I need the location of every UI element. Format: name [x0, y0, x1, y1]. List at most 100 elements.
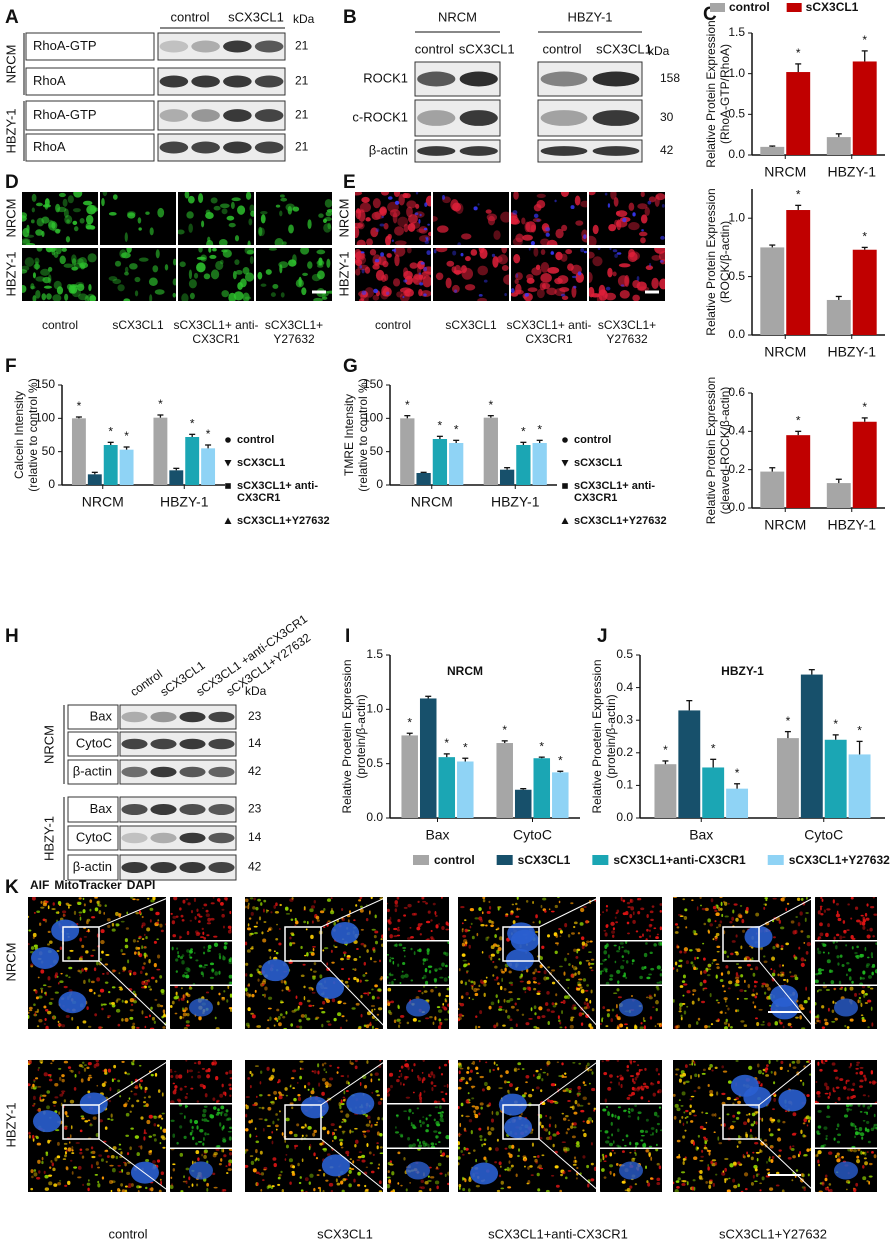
cell-signal [256, 1182, 259, 1186]
cell-signal [778, 919, 782, 924]
cell-signal [676, 944, 679, 949]
cell-signal [509, 1083, 513, 1088]
cell-signal [93, 991, 96, 995]
cell-signal [764, 1067, 769, 1071]
cell-signal [478, 916, 483, 921]
cell-signal [645, 1149, 649, 1153]
cell-signal [355, 259, 363, 267]
cell-signal [544, 910, 547, 913]
bar [826, 137, 851, 155]
cell-signal [203, 1149, 208, 1154]
cell-signal [261, 931, 264, 935]
cell-signal [267, 996, 273, 1000]
cell-signal [222, 1188, 227, 1192]
cell-signal [188, 986, 193, 990]
cell-signal [51, 1162, 54, 1167]
cell-signal [257, 898, 261, 902]
cell-signal [732, 1178, 736, 1183]
cell-signal [419, 1186, 422, 1189]
cell-signal [357, 1027, 362, 1029]
cell-signal [563, 971, 566, 976]
cell-signal [504, 967, 507, 972]
cell-signal [56, 286, 64, 295]
cell-signal [53, 1183, 58, 1187]
cell-signal [249, 973, 253, 978]
cell-signal [416, 1107, 420, 1110]
cell-signal [750, 1156, 754, 1161]
cell-signal [81, 1061, 85, 1064]
cell-signal [764, 983, 769, 988]
cell-signal [703, 969, 707, 974]
cell-signal [212, 248, 217, 252]
stain-label: MitoTracker [54, 878, 122, 892]
cell-signal [325, 1085, 329, 1088]
cell-signal [859, 982, 864, 985]
cell-signal [36, 1108, 41, 1112]
cell-signal [94, 1013, 98, 1017]
cell-signal [58, 1076, 62, 1081]
cell-signal [201, 1153, 203, 1157]
cell-signal [223, 1154, 227, 1158]
blot-band [150, 738, 177, 750]
cell-signal [561, 224, 568, 232]
cell-signal [845, 944, 848, 947]
cell-signal [841, 1155, 844, 1159]
cell-signal [655, 1067, 659, 1072]
cell-signal [368, 910, 371, 915]
cell-signal [481, 911, 484, 915]
cell-signal [513, 289, 524, 295]
cell-signal [559, 930, 563, 934]
cell-signal [673, 967, 675, 970]
micrograph-content [816, 1104, 877, 1148]
blot-band [254, 141, 284, 154]
cell-signal [468, 1077, 472, 1081]
cell-signal [656, 1115, 660, 1118]
cell-signal [499, 1165, 502, 1168]
cell-signal [473, 981, 476, 986]
cell-signal [211, 968, 215, 973]
cell-signal [377, 1078, 381, 1081]
cell-signal [524, 1092, 527, 1095]
cell-signal [867, 1026, 870, 1029]
cell-signal [267, 1094, 271, 1097]
cell-signal [160, 1180, 163, 1186]
cell-signal [791, 1060, 796, 1064]
cell-signal [193, 1062, 197, 1065]
cell-signal [364, 1184, 367, 1188]
cell-signal [81, 1155, 85, 1159]
cell-signal [707, 968, 712, 971]
x-tick-label: NRCM [764, 344, 806, 360]
y-axis-label: (RhoA-GTP/RhoA) [718, 44, 732, 144]
cell-signal [400, 974, 405, 979]
cell-signal [35, 202, 43, 207]
cell-signal [536, 990, 541, 993]
cell-signal [526, 980, 531, 985]
cell-signal [617, 1115, 620, 1120]
cell-signal [536, 1075, 541, 1080]
cell-signal [682, 898, 686, 901]
cell-signal [433, 1118, 436, 1122]
legend-label: control [729, 0, 770, 14]
cell-signal [77, 293, 88, 301]
cell-signal [510, 912, 514, 916]
cell-signal [693, 932, 698, 936]
cell-signal [559, 1189, 563, 1192]
cell-signal [685, 1080, 690, 1083]
cell-signal [435, 1135, 439, 1139]
cell-signal [140, 1145, 143, 1150]
cell-signal [615, 1162, 619, 1166]
cell-signal [387, 1087, 391, 1092]
stain-label: AIF [30, 878, 49, 892]
cell-signal [815, 1022, 817, 1024]
cell-signal [589, 999, 592, 1004]
cell-signal [725, 1005, 728, 1007]
cell-signal [38, 1170, 41, 1174]
cell-signal [517, 1062, 522, 1066]
cell-signal [531, 1088, 534, 1092]
cell-signal [745, 1133, 749, 1138]
cell-signal [644, 1067, 647, 1071]
cell-signal [435, 1167, 440, 1170]
cell-signal [507, 1092, 511, 1095]
cell-signal [84, 295, 90, 301]
cell-signal [640, 192, 645, 198]
